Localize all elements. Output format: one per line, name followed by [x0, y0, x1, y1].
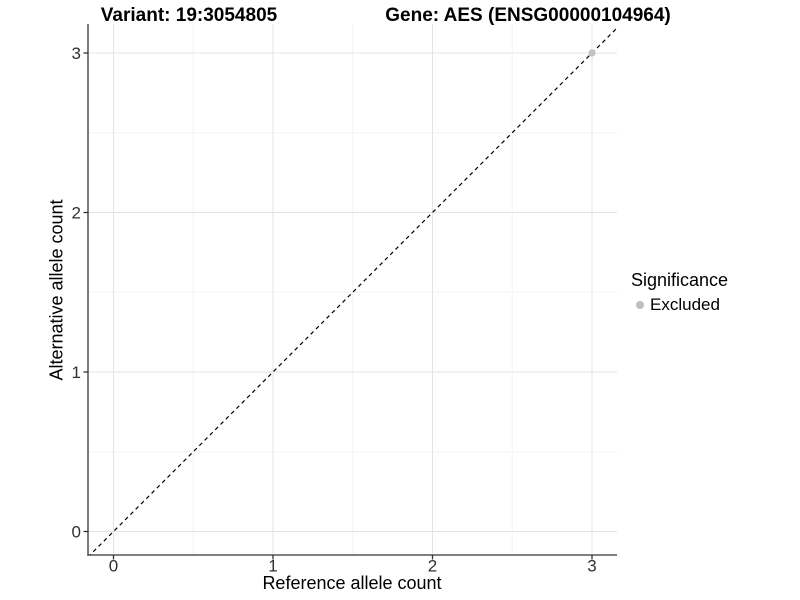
x-tick-label: 2: [428, 557, 437, 576]
legend-item-label: Excluded: [650, 295, 720, 314]
x-tick-label: 3: [587, 557, 596, 576]
axis-lines: [87, 24, 617, 556]
plot-title-variant: Variant: 19:3054805: [100, 5, 278, 26]
tick-marks: [83, 52, 593, 560]
y-tick-label: 3: [72, 44, 81, 63]
data-points: [588, 49, 596, 57]
x-tick-label: 0: [109, 557, 118, 576]
plot-title-gene: Gene: AES (ENSG00000104964): [385, 5, 671, 26]
identity-dashed-line: [89, 27, 617, 555]
x-axis-title: Reference allele count: [262, 573, 442, 593]
y-tick-label: 0: [72, 523, 81, 542]
data-point: [588, 49, 596, 57]
x-tick-label: 1: [268, 557, 277, 576]
major-gridlines: [88, 24, 617, 555]
y-tick-label: 2: [72, 204, 81, 223]
legend-title: Significance: [631, 270, 729, 290]
legend-item-excluded: Excluded: [631, 295, 728, 315]
legend: Significance Excluded: [631, 270, 728, 315]
y-axis-title: Alternative allele count: [46, 199, 67, 381]
minor-gridlines: [88, 24, 617, 555]
legend-point-swatch: [636, 301, 644, 309]
tick-labels: 0 1 2 3 0 1 2 3: [72, 44, 597, 576]
y-tick-label: 1: [72, 363, 81, 382]
